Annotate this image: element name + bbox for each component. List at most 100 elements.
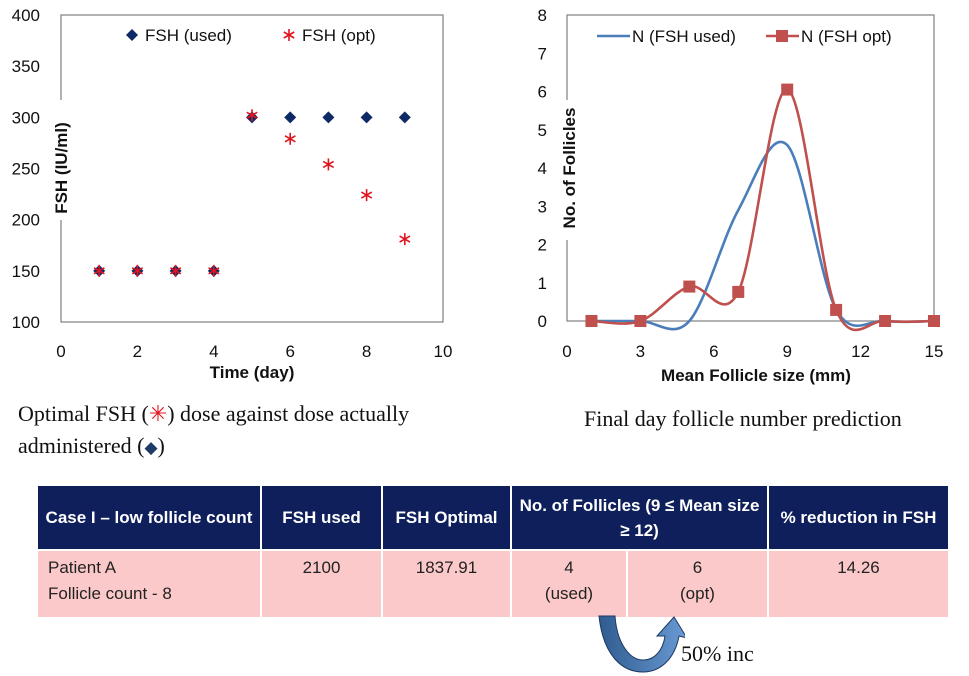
legend-label-fsh-used: FSH (used) xyxy=(145,26,232,45)
header-reduction: % reduction in FSH xyxy=(767,486,950,551)
point-n-fsh-opt xyxy=(634,315,647,327)
legend-item-fsh-used xyxy=(126,29,138,41)
y-tick-label: 0 xyxy=(538,312,547,331)
header-fsh-used: FSH used xyxy=(260,486,383,551)
results-table: Case I – low follicle count FSH used FSH… xyxy=(36,486,950,619)
cell-follicles-used: 4 (used) xyxy=(510,549,628,619)
y-axis-title: No. of Follicles xyxy=(560,108,579,229)
legend-label-n-opt: N (FSH opt) xyxy=(801,27,892,46)
y-tick-label: 400 xyxy=(12,6,40,25)
y-tick-label: 3 xyxy=(538,197,547,216)
cell-fsh-optimal: 1837.91 xyxy=(381,549,512,619)
x-axis-title: Mean Follicle size (mm) xyxy=(661,366,851,385)
x-tick-label: 6 xyxy=(709,342,718,361)
x-tick-label: 15 xyxy=(925,342,944,361)
point-n-fsh-opt xyxy=(732,285,745,298)
legend-label-n-used: N (FSH used) xyxy=(632,27,736,46)
table-row: Patient A Follicle count - 8 2100 1837.9… xyxy=(36,549,950,619)
data-marks xyxy=(93,109,411,277)
caption-text: Optimal FSH ( xyxy=(18,401,149,426)
point-fsh-opt xyxy=(93,264,105,277)
point-n-fsh-opt xyxy=(879,315,892,327)
legend-diamond-marker-icon xyxy=(126,29,138,41)
line-n-fsh-opt xyxy=(591,88,935,332)
data-lines xyxy=(585,83,940,332)
y-tick-label: 1 xyxy=(538,274,547,293)
x-tick-label: 12 xyxy=(851,342,870,361)
y-tick-label: 8 xyxy=(538,6,547,25)
cell-reduction: 14.26 xyxy=(767,549,950,619)
y-tick-label: 250 xyxy=(12,160,40,179)
y-tick-label: 5 xyxy=(538,121,547,140)
x-tick-labels: 0 2 4 6 8 10 xyxy=(56,342,452,361)
point-n-fsh-opt xyxy=(585,315,598,327)
y-tick-label: 100 xyxy=(12,313,40,332)
fsh-dose-scatter-chart: 100 150 200 250 300 350 400 0 2 4 6 8 10 FSH (used)… xyxy=(12,6,453,382)
x-tick-label: 0 xyxy=(56,342,65,361)
y-tick-label: 300 xyxy=(12,108,40,127)
cell-patient: Patient A Follicle count - 8 xyxy=(36,549,262,619)
point-fsh-opt xyxy=(131,264,144,277)
header-fsh-optimal: FSH Optimal xyxy=(381,486,512,551)
point-fsh-used xyxy=(322,111,335,124)
y-tick-label: 150 xyxy=(12,262,40,281)
follicles-used-value: 4 xyxy=(564,558,574,577)
right-chart-caption: Final day follicle number prediction xyxy=(584,406,902,431)
left-chart-caption: Optimal FSH (✳) dose against dose actual… xyxy=(18,398,438,464)
follicles-used-label: (used) xyxy=(544,584,594,603)
asterisk-marker-icon: ✳ xyxy=(148,401,168,426)
point-fsh-used xyxy=(360,111,373,124)
point-fsh-opt xyxy=(208,264,220,277)
y-tick-labels: 0 1 2 3 4 5 6 7 8 xyxy=(538,6,547,331)
x-tick-label: 9 xyxy=(782,342,791,361)
plot-area-frame xyxy=(566,14,935,322)
x-tick-label: 2 xyxy=(133,342,142,361)
follicles-opt-label: (opt) xyxy=(680,584,715,603)
curved-arrow-icon xyxy=(598,615,685,673)
increase-annotation: 50% inc xyxy=(681,641,754,666)
point-fsh-used xyxy=(284,111,297,124)
point-fsh-opt xyxy=(360,189,373,202)
point-fsh-opt xyxy=(169,264,182,277)
header-follicles: No. of Follicles (9 ≤ Mean size ≥ 12) xyxy=(510,486,769,551)
x-tick-labels: 0 3 6 9 12 15 xyxy=(562,342,943,361)
y-tick-labels: 100 150 200 250 300 350 400 xyxy=(12,6,40,332)
x-tick-label: 4 xyxy=(209,342,218,361)
point-fsh-opt xyxy=(399,233,411,246)
point-n-fsh-opt xyxy=(928,315,940,327)
y-tick-label: 200 xyxy=(12,211,40,230)
y-tick-label: 7 xyxy=(538,44,547,63)
legend-label-fsh-opt: FSH (opt) xyxy=(302,26,376,45)
point-fsh-opt xyxy=(246,109,258,122)
point-n-fsh-opt xyxy=(781,83,794,96)
y-axis-title: FSH (IU/ml) xyxy=(52,122,71,214)
line-n-fsh-used xyxy=(591,140,935,331)
caption-text: ) xyxy=(157,433,165,458)
follicles-opt-value: 6 xyxy=(692,558,703,577)
point-fsh-used xyxy=(398,111,411,124)
x-tick-label: 6 xyxy=(285,342,294,361)
y-tick-label: 4 xyxy=(538,159,547,178)
point-fsh-opt xyxy=(322,158,335,171)
y-tick-label: 2 xyxy=(538,236,547,255)
patient-follicle-count: Follicle count - 8 xyxy=(48,584,172,603)
legend-asterisk-marker-icon xyxy=(283,29,295,41)
caption-text: ) dose against dose actually administere… xyxy=(18,401,410,458)
y-tick-label: 6 xyxy=(538,83,547,102)
legend: FSH (used) FSH (opt) xyxy=(126,26,376,45)
x-axis-title: Time (day) xyxy=(210,363,295,382)
x-tick-label: 3 xyxy=(636,342,645,361)
point-fsh-opt xyxy=(284,132,296,145)
cell-fsh-used: 2100 xyxy=(260,549,383,619)
x-tick-label: 0 xyxy=(562,342,571,361)
ylabel-backdrop xyxy=(52,100,68,220)
header-case: Case I – low follicle count xyxy=(36,486,262,551)
point-n-fsh-opt xyxy=(683,280,696,293)
point-n-fsh-opt xyxy=(830,303,843,316)
diamond-marker-icon: ◆ xyxy=(144,438,158,457)
patient-name: Patient A xyxy=(48,558,117,577)
y-tick-label: 350 xyxy=(12,57,40,76)
x-tick-label: 10 xyxy=(434,342,453,361)
plot-area-frame xyxy=(60,14,444,323)
